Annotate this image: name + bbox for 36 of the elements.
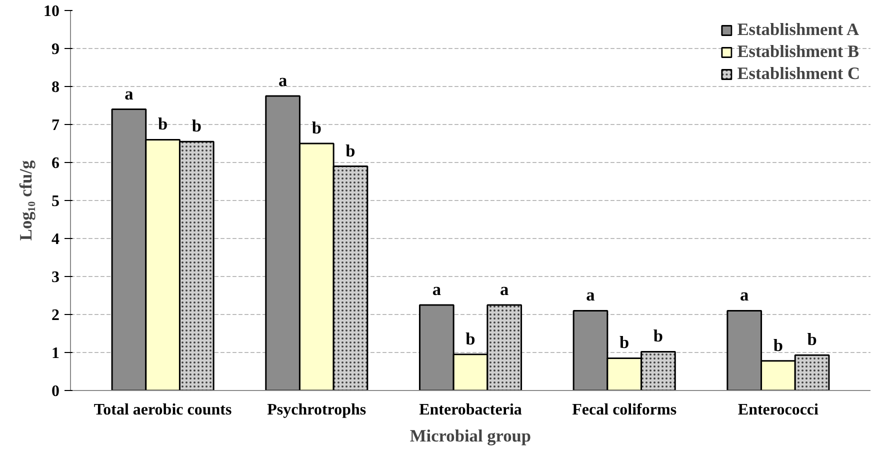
x-tick-label: Enterococci	[738, 402, 820, 418]
legend-label: Establishment B	[737, 42, 860, 62]
y-tick-label: 5	[52, 193, 60, 210]
x-tick-label: Psychrotrophs	[267, 402, 366, 418]
y-tick-label: 3	[52, 269, 60, 286]
data-label: b	[158, 114, 168, 134]
x-tick-label: Enterobacteria	[419, 402, 522, 418]
legend-label: Establishment A	[737, 20, 860, 40]
data-label: b	[312, 118, 322, 138]
x-axis-title: Microbial group	[410, 426, 532, 446]
y-axis-title: Log₁₀ cfu/g	[16, 160, 36, 241]
data-label: b	[773, 336, 784, 355]
data-label: a	[278, 71, 288, 90]
data-label: a	[740, 286, 750, 305]
data-label: b	[466, 329, 476, 348]
data-label: a	[432, 280, 442, 299]
legend-label: Establishment C	[737, 64, 860, 84]
data-label: a	[124, 84, 134, 104]
data-label: a	[586, 286, 596, 305]
data-label: b	[620, 333, 630, 352]
y-tick-label: 4	[52, 231, 60, 248]
x-tick-label: Fecal coliforms	[572, 402, 677, 418]
y-tick-label: 10	[44, 3, 60, 20]
x-tick-label: Total aerobic counts	[94, 402, 232, 418]
y-tick-label: 9	[52, 41, 60, 58]
y-tick-label: 0	[52, 383, 60, 400]
data-label: a	[500, 280, 510, 299]
y-tick-label: 1	[52, 345, 60, 362]
y-tick-label: 7	[52, 117, 60, 134]
y-tick-label: 8	[52, 79, 60, 96]
data-label: b	[192, 116, 202, 136]
data-label: b	[346, 141, 356, 160]
y-tick-label: 6	[52, 155, 60, 172]
data-label: b	[807, 330, 817, 350]
y-tick-label: 2	[52, 307, 60, 324]
data-label: b	[653, 326, 664, 346]
